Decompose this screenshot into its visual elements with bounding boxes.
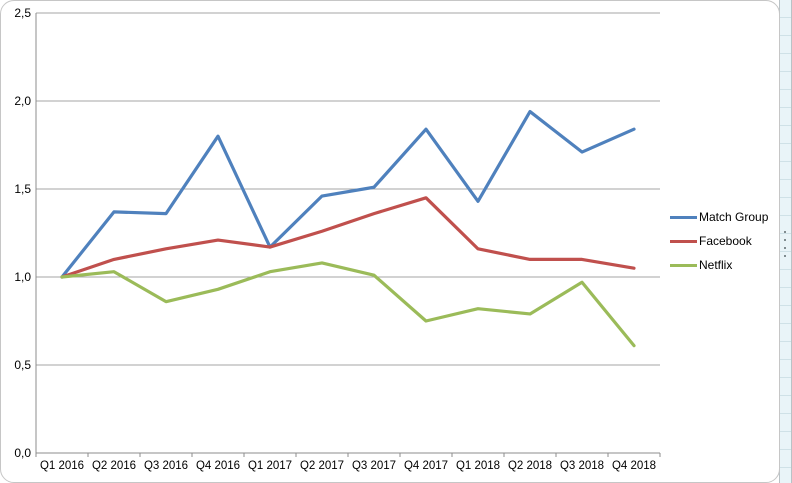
x-axis-label: Q1 2017 <box>248 460 292 472</box>
legend-label-netflix: Netflix <box>699 258 733 272</box>
x-axis-label: Q3 2017 <box>352 460 396 472</box>
series-line-netflix[interactable] <box>60 261 636 348</box>
chart-legend: Match Group Facebook Netflix <box>670 205 768 277</box>
y-axis-label: 2,5 <box>14 6 31 20</box>
y-axis-label: 0,0 <box>14 446 31 460</box>
match-group-line-swatch <box>670 215 697 219</box>
x-axis-label: Q3 2018 <box>560 460 604 472</box>
x-axis-label: Q4 2017 <box>404 460 448 472</box>
y-axis-label: 0,5 <box>14 358 31 372</box>
x-axis-label: Q2 2016 <box>92 460 136 472</box>
legend-item-netflix[interactable]: Netflix <box>670 253 768 277</box>
legend-item-facebook[interactable]: Facebook <box>670 229 768 253</box>
x-axis-label: Q4 2018 <box>612 460 656 472</box>
y-axis-label: 2,0 <box>14 94 31 108</box>
x-axis-label: Q4 2016 <box>196 460 240 472</box>
legend-label-facebook: Facebook <box>699 234 752 248</box>
legend-label-match-group: Match Group <box>699 210 769 224</box>
legend-item-match-group[interactable]: Match Group <box>670 205 768 229</box>
netflix-line-swatch <box>670 263 697 267</box>
chart-resize-handle[interactable] <box>783 231 787 257</box>
series-line-match-group[interactable] <box>60 109 636 279</box>
x-axis-label: Q3 2016 <box>144 460 188 472</box>
x-axis-label: Q2 2018 <box>508 460 552 472</box>
y-axis-label: 1,0 <box>14 270 31 284</box>
facebook-line-swatch <box>670 239 697 243</box>
y-axis-label: 1,5 <box>14 182 31 196</box>
series-line-facebook[interactable] <box>60 196 636 279</box>
x-axis-label: Q1 2018 <box>456 460 500 472</box>
x-axis-label: Q2 2017 <box>300 460 344 472</box>
x-axis-label: Q1 2016 <box>40 460 84 472</box>
